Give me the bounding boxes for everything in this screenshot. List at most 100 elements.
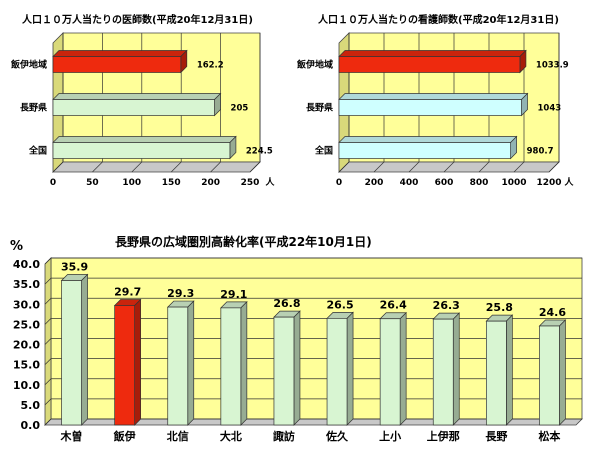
bar-value-label: 29.3	[167, 287, 194, 300]
bar-side	[187, 300, 195, 426]
bar	[338, 56, 521, 73]
category-label: 全国	[28, 145, 47, 157]
bar	[338, 99, 522, 116]
bar-value-label: 29.1	[220, 288, 247, 301]
bar-value-label: 25.8	[486, 301, 513, 314]
bar-side	[399, 311, 407, 426]
gridline	[373, 33, 385, 173]
x-tick-label: 0	[50, 178, 56, 188]
bar-value-label: 24.6	[539, 306, 566, 319]
bar-top	[338, 93, 529, 100]
gridline	[92, 33, 103, 173]
y-tick-label: 10.0	[13, 379, 40, 392]
bar-top	[52, 136, 237, 143]
bar	[52, 56, 182, 73]
bar-side	[452, 312, 460, 426]
bar	[432, 318, 454, 426]
x-tick-label: 150	[162, 178, 181, 188]
x-tick-label: 200	[365, 178, 384, 188]
gridline	[210, 33, 221, 173]
bar	[114, 305, 136, 426]
chart-title-doctors: 人口１０万人当たりの医師数(平成20年12月31日)	[22, 15, 253, 26]
bar-value-label: 1043	[538, 104, 562, 114]
x-tick-label: 200	[201, 178, 220, 188]
category-label: 長野県	[20, 103, 47, 114]
gridline	[548, 33, 560, 173]
bar-value-label: 1033.9	[536, 61, 569, 71]
category-label: 飯伊	[113, 429, 136, 443]
category-label: 飯伊地域	[296, 59, 333, 71]
x-unit-label: 人	[264, 176, 275, 188]
y-tick-label: 15.0	[13, 359, 40, 372]
bar-value-label: 26.8	[273, 297, 300, 310]
x-tick-label: 400	[400, 178, 419, 188]
bar	[61, 280, 82, 426]
category-label: 長野県	[306, 103, 333, 114]
bar	[167, 306, 189, 426]
bar	[220, 307, 242, 426]
bar-value-label: 26.4	[380, 299, 407, 312]
y-tick-label: 35.0	[13, 278, 40, 291]
bar-side	[506, 314, 513, 426]
gridline	[52, 33, 64, 173]
category-label: 上小	[379, 429, 401, 443]
bar-side	[240, 301, 248, 426]
x-tick-label: 1000	[501, 178, 526, 188]
bar-value-label: 29.7	[114, 285, 141, 298]
bar	[539, 325, 560, 426]
gridline	[513, 33, 525, 173]
x-tick-label: 0	[336, 178, 342, 188]
bar-side	[346, 311, 354, 426]
y-tick-label: 0.0	[21, 419, 41, 432]
bar-value-label: 162.2	[197, 61, 224, 71]
category-label: 北信	[167, 429, 189, 443]
gridline	[131, 33, 143, 173]
y-tick-label: 25.0	[13, 318, 40, 331]
y-tick-label: 20.0	[13, 339, 40, 352]
x-tick-label: 250	[241, 178, 260, 188]
bar-side	[559, 319, 566, 426]
category-label: 長野	[485, 430, 507, 443]
bar	[52, 142, 231, 159]
bar-top	[338, 136, 518, 143]
gridline	[249, 33, 261, 173]
category-label: 大北	[220, 429, 242, 443]
x-unit-label: 人	[563, 176, 574, 188]
gridline	[44, 277, 582, 285]
bar	[326, 317, 348, 426]
category-label: 全国	[314, 145, 333, 157]
bar-side	[293, 310, 301, 426]
gridline	[443, 33, 455, 173]
gridline	[408, 33, 420, 173]
category-label: 木曽	[60, 429, 83, 443]
category-label: 飯伊地域	[10, 59, 47, 71]
bar-top	[52, 50, 188, 57]
x-tick-label: 800	[470, 178, 489, 188]
bar-top	[338, 50, 527, 57]
category-label: 松本	[538, 429, 560, 443]
category-label: 上伊那	[427, 429, 460, 443]
gridline	[338, 33, 350, 173]
bar	[52, 99, 215, 116]
y-tick-label: 5.0	[21, 399, 41, 412]
bar-top	[52, 93, 222, 100]
gridline	[44, 297, 582, 305]
bar-side	[81, 273, 88, 426]
bar-side	[134, 298, 141, 426]
bar	[486, 320, 507, 426]
category-label: 諏訪	[273, 429, 295, 443]
y-tick-label: 40.0	[13, 258, 40, 271]
bar-value-label: 224.5	[246, 147, 273, 157]
category-label: 佐久	[325, 429, 349, 443]
chart-title-nurses: 人口１０万人当たりの看護師数(平成20年12月31日)	[318, 15, 559, 26]
bar-value-label: 26.3	[433, 299, 460, 312]
bar	[379, 318, 401, 426]
bar-value-label: 205	[231, 104, 249, 114]
plot-floor	[52, 161, 261, 173]
bar-value-label: 980.7	[527, 147, 554, 157]
x-tick-label: 1200	[536, 178, 561, 188]
bar	[338, 142, 511, 159]
gridline	[478, 33, 490, 173]
y-axis-unit: %	[10, 239, 23, 254]
